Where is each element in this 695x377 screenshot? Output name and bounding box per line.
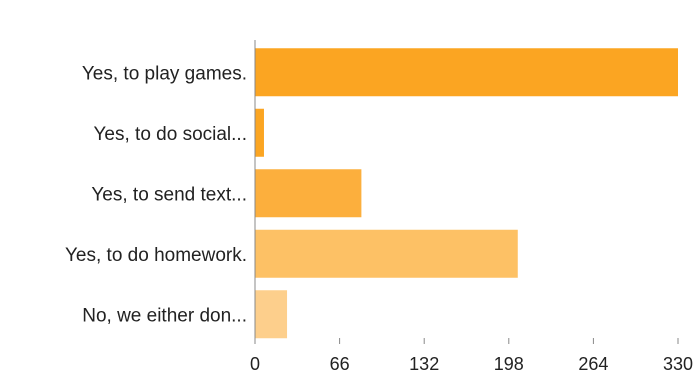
x-tick-label: 198 <box>494 354 524 374</box>
bar <box>255 108 264 157</box>
bar <box>255 48 678 97</box>
category-labels: Yes, to play games. Yes, to do social... Y… <box>65 63 247 326</box>
category-label: No, we either don... <box>82 305 247 326</box>
x-axis-ticks: 0 66 132 198 264 330 <box>250 338 693 374</box>
category-label: Yes, to send text... <box>91 184 247 205</box>
bar <box>255 169 362 218</box>
x-tick-label: 264 <box>578 354 608 374</box>
x-tick-label: 66 <box>330 354 350 374</box>
x-tick-label: 0 <box>250 354 260 374</box>
bar <box>255 290 288 339</box>
category-label: Yes, to do social... <box>93 124 247 145</box>
x-tick-label: 132 <box>409 354 439 374</box>
bar <box>255 229 518 278</box>
category-label: Yes, to play games. <box>82 63 247 84</box>
bars-layer <box>255 48 678 339</box>
category-label: Yes, to do homework. <box>65 245 247 266</box>
x-tick-label: 330 <box>663 354 693 374</box>
